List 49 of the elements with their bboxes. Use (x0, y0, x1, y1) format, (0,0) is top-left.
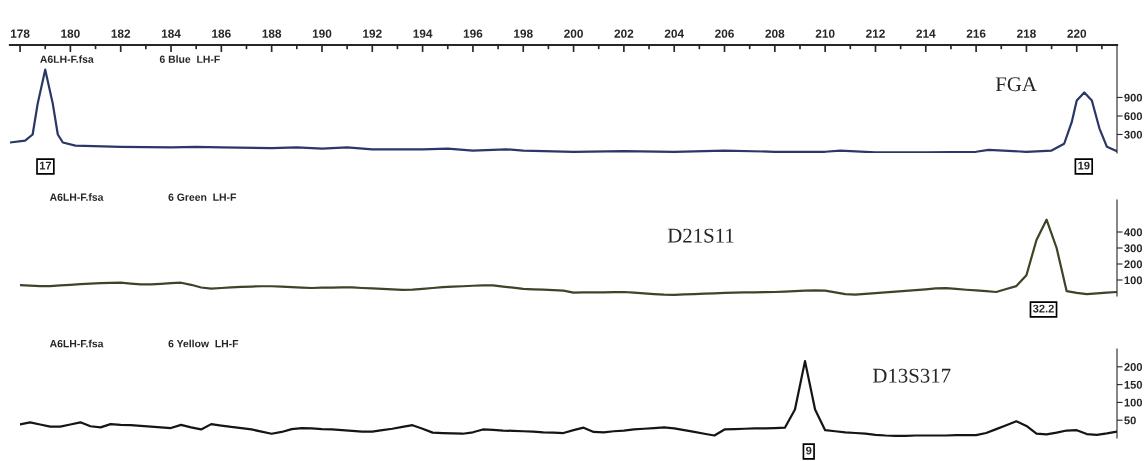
y-tick-label: 300 (1124, 244, 1143, 253)
x-tick-label: 184 (161, 29, 181, 38)
x-tick-label: 200 (564, 29, 583, 38)
text: A6LH-F.fsa (49, 339, 104, 348)
annotation: 6 Blue LH-F (159, 55, 220, 63)
y-tick-label: 200 (1124, 260, 1143, 269)
x-tick-label: 208 (765, 29, 785, 38)
y-tick-label: 200 (1124, 363, 1143, 371)
x-tick-label: 204 (664, 29, 684, 38)
x-tick-label: 218 (1016, 29, 1036, 38)
x-tick-label: 194 (413, 29, 433, 38)
y-tick-label: 600 (1124, 112, 1143, 121)
text: FGA (995, 77, 1037, 92)
text: 19 (1078, 161, 1090, 170)
x-tick-label: 216 (966, 29, 986, 38)
x-tick-label: 210 (815, 29, 835, 38)
y-tick-label: 300 (1124, 130, 1143, 139)
x-tick-label: 178 (10, 29, 30, 38)
y-tick-label: 150 (1124, 380, 1143, 389)
x-tick-label: 180 (61, 29, 80, 38)
y-tick-label: 400 (1124, 228, 1143, 237)
text: D21S11 (667, 228, 734, 243)
text: 32.2 (1032, 304, 1054, 313)
x-tick-label: 220 (1067, 29, 1087, 38)
text: 17 (39, 161, 52, 170)
annotation: A6LH-F.fsa (40, 55, 94, 63)
x-tick-label: 192 (363, 29, 382, 38)
line-series (10, 68, 1117, 153)
annotation: 6 Green LH-F (168, 193, 237, 201)
text: D13S317 (872, 368, 951, 383)
x-tick-label: 188 (262, 29, 282, 38)
y-tick-label: 900 (1124, 93, 1143, 102)
x-tick-label: 186 (212, 29, 231, 38)
x-tick-label: 190 (312, 29, 332, 38)
x-tick-label: 202 (614, 29, 634, 38)
y-tick-label: 100 (1124, 398, 1143, 407)
annotation: A6LH-F.fsa (49, 193, 104, 201)
text: 9 (806, 446, 812, 455)
y-tick-label: 50 (1124, 416, 1136, 425)
line-series (20, 218, 1117, 296)
x-tick-label: 206 (715, 29, 734, 38)
x-tick-label: 198 (514, 29, 533, 38)
x-tick-label: 212 (866, 29, 885, 38)
text: 6 Yellow LH-F (168, 339, 239, 348)
x-tick-label: 214 (916, 29, 936, 38)
x-tick-label: 196 (463, 29, 483, 38)
line-series (20, 359, 1117, 437)
x-tick-label: 182 (111, 29, 131, 38)
y-tick-label: 100 (1124, 276, 1143, 285)
